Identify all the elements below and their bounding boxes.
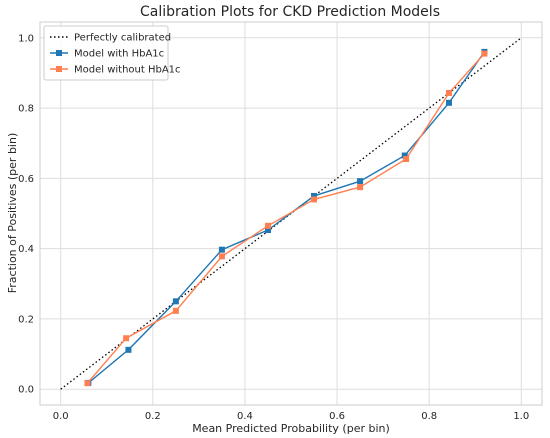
series-3-point xyxy=(123,335,130,342)
legend-swatch-marker xyxy=(56,50,62,56)
y-tick-label: 0.2 xyxy=(18,314,34,325)
y-tick-label: 0.6 xyxy=(18,174,34,185)
series-2-point xyxy=(264,227,271,234)
x-tick-label: 0.0 xyxy=(53,411,69,422)
series-3-point xyxy=(84,380,91,387)
series-3-point xyxy=(357,184,364,191)
x-tick-label: 0.4 xyxy=(237,411,253,422)
series-2-point xyxy=(218,246,225,253)
series-line-1 xyxy=(60,37,522,390)
legend-box xyxy=(43,25,169,81)
y-tick-label: 0.4 xyxy=(18,244,34,255)
x-tick-label: 0.2 xyxy=(145,411,161,422)
series-2-point xyxy=(401,152,408,159)
series-2-point xyxy=(125,346,132,353)
y-tick-label: 0.0 xyxy=(18,385,34,396)
y-tick-label: 0.8 xyxy=(18,104,34,115)
series-layer xyxy=(60,37,522,390)
series-line-2 xyxy=(87,51,485,384)
series-2-point xyxy=(172,298,179,305)
series-3-point xyxy=(445,89,452,96)
series-3-point xyxy=(264,222,271,229)
series-2-point xyxy=(357,178,364,185)
series-3-point xyxy=(481,50,488,57)
plot-frame xyxy=(39,21,543,406)
legend-label: Model with HbA1c xyxy=(74,49,164,60)
x-axis-ticks: 0.0 0.2 0.4 0.6 0.8 1.0 xyxy=(53,411,529,422)
series-2-point xyxy=(311,192,318,199)
legend-label: Model without HbA1c xyxy=(74,65,181,76)
x-axis-label: Mean Predicted Probability (per bin) xyxy=(192,422,390,435)
x-tick-label: 1.0 xyxy=(513,411,529,422)
legend: Perfectly calibrated Model with HbA1c Mode… xyxy=(43,25,181,81)
legend-label: Perfectly calibrated xyxy=(74,33,171,44)
chart-title: Calibration Plots for CKD Prediction Mod… xyxy=(140,4,440,20)
x-tick-label: 0.6 xyxy=(329,411,345,422)
legend-swatch-marker xyxy=(56,66,62,72)
series-3-point xyxy=(311,196,318,203)
y-axis-ticks: 0.0 0.2 0.4 0.6 0.8 1.0 xyxy=(18,33,34,395)
y-axis-label: Fraction of Positives (per bin) xyxy=(6,133,19,294)
series-3-point xyxy=(218,253,225,260)
series-line-3 xyxy=(86,53,485,384)
series-3-point xyxy=(403,156,410,163)
y-tick-label: 1.0 xyxy=(18,33,34,44)
x-tick-label: 0.8 xyxy=(421,411,437,422)
series-2-point xyxy=(445,99,452,106)
series-3-point xyxy=(172,307,179,314)
